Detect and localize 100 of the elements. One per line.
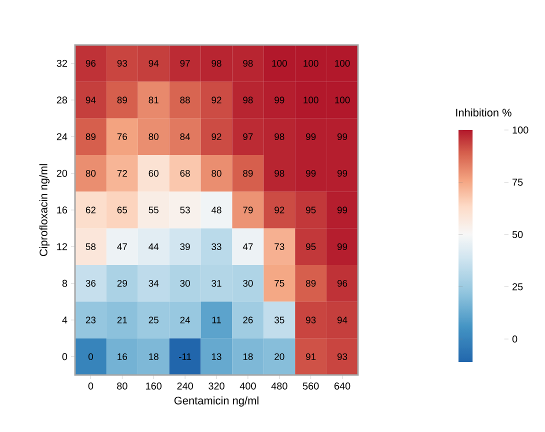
data-label: 98 — [274, 133, 284, 140]
x-tick-label: 400 — [240, 382, 256, 390]
y-tick-label: 28 — [56, 96, 68, 104]
data-label: 99 — [306, 133, 316, 140]
data-label: 94 — [148, 60, 159, 67]
data-label: 98 — [212, 60, 222, 67]
y-tick-label: 0 — [62, 353, 68, 360]
color-bar-label: 75 — [512, 178, 523, 186]
color-bar-label: 0 — [512, 336, 518, 343]
data-label: 99 — [337, 206, 348, 214]
data-label: 93 — [337, 353, 348, 360]
x-tick-label: 560 — [302, 382, 319, 390]
x-tick-label: 320 — [208, 382, 224, 390]
data-label: 62 — [86, 206, 96, 214]
data-label: 80 — [148, 133, 158, 140]
data-label: 35 — [274, 316, 284, 324]
data-label: 25 — [148, 316, 158, 324]
data-label: 93 — [306, 316, 316, 324]
data-label: 98 — [274, 170, 284, 177]
data-label: 99 — [337, 170, 348, 177]
data-label: 96 — [86, 60, 96, 67]
data-label: 72 — [117, 170, 127, 177]
data-label: 36 — [86, 280, 96, 287]
data-label: 30 — [243, 280, 253, 287]
y-tick-label: 8 — [62, 280, 68, 287]
data-label: 65 — [117, 206, 128, 214]
data-label: 48 — [211, 206, 222, 214]
data-label: 79 — [243, 206, 253, 214]
data-label: 100 — [335, 96, 350, 104]
data-label: 94 — [86, 96, 96, 104]
data-label: 75 — [274, 280, 284, 287]
y-tick-label: 4 — [62, 316, 68, 324]
data-label: 89 — [117, 96, 127, 104]
data-label: 39 — [180, 243, 190, 250]
x-tick-label: 0 — [88, 382, 94, 390]
data-label: 81 — [148, 96, 158, 104]
data-label: 68 — [180, 170, 190, 177]
data-label: 98 — [243, 60, 253, 67]
data-label: 98 — [243, 96, 253, 104]
data-label: 95 — [306, 243, 316, 250]
data-label: 11 — [212, 316, 221, 324]
data-label: 47 — [242, 243, 253, 250]
data-label: 92 — [212, 96, 222, 104]
data-label: 76 — [117, 133, 128, 140]
data-label: 80 — [212, 170, 222, 177]
data-label: 95 — [306, 206, 316, 214]
data-label: 84 — [180, 133, 190, 140]
data-label: 100 — [272, 60, 287, 67]
data-label: 89 — [86, 133, 96, 140]
x-tick-label: 480 — [271, 382, 288, 390]
data-label: 99 — [274, 96, 284, 104]
data-label: 24 — [180, 316, 190, 324]
x-tick-label: 80 — [117, 382, 128, 390]
data-label: 94 — [337, 316, 348, 324]
y-tick-label: 24 — [56, 133, 68, 140]
data-label: 13 — [212, 353, 222, 360]
data-label: -11 — [178, 353, 192, 360]
data-label: 0 — [88, 353, 93, 360]
data-label: 58 — [86, 243, 96, 250]
y-tick-label: 16 — [57, 206, 68, 214]
data-label: 100 — [335, 60, 350, 67]
y-tick-label: 32 — [56, 60, 67, 67]
data-label: 97 — [180, 60, 190, 67]
data-label: 29 — [117, 280, 127, 287]
data-label: 89 — [243, 170, 253, 177]
color-bar-label: 25 — [512, 283, 523, 290]
y-tick-label: 12 — [57, 243, 67, 250]
x-axis-title: Gentamicin ng/ml — [174, 396, 258, 407]
data-label: 99 — [337, 133, 348, 140]
data-label: 73 — [274, 243, 284, 250]
data-label: 92 — [274, 206, 284, 214]
data-label: 31 — [212, 280, 222, 287]
color-bar-label: 50 — [512, 230, 523, 238]
color-bar-label: 100 — [512, 126, 528, 134]
data-label: 23 — [86, 316, 96, 324]
data-label: 18 — [149, 353, 158, 360]
data-label: 21 — [117, 316, 127, 324]
y-axis-title: Ciprofloxacin ng/ml — [39, 164, 50, 256]
data-label: 47 — [117, 243, 127, 250]
data-label: 97 — [243, 133, 253, 140]
x-tick-label: 160 — [146, 382, 162, 390]
data-label: 88 — [180, 96, 190, 104]
data-label: 96 — [337, 280, 348, 287]
color-bar-title: Inhibition % — [456, 108, 512, 117]
data-label: 93 — [117, 60, 128, 67]
data-label: 26 — [243, 316, 253, 324]
data-label: 55 — [148, 206, 158, 214]
data-label: 30 — [180, 280, 190, 287]
data-label: 91 — [306, 353, 316, 360]
data-label: 99 — [337, 243, 348, 250]
data-label: 99 — [306, 170, 316, 177]
x-tick-label: 640 — [334, 382, 350, 390]
data-label: 33 — [212, 243, 222, 250]
x-tick-label: 240 — [177, 382, 193, 390]
data-label: 53 — [180, 206, 190, 214]
data-label: 80 — [86, 170, 96, 177]
data-label: 89 — [306, 280, 316, 287]
data-label: 20 — [274, 353, 284, 360]
data-label: 44 — [148, 243, 159, 250]
data-label: 60 — [148, 170, 158, 177]
